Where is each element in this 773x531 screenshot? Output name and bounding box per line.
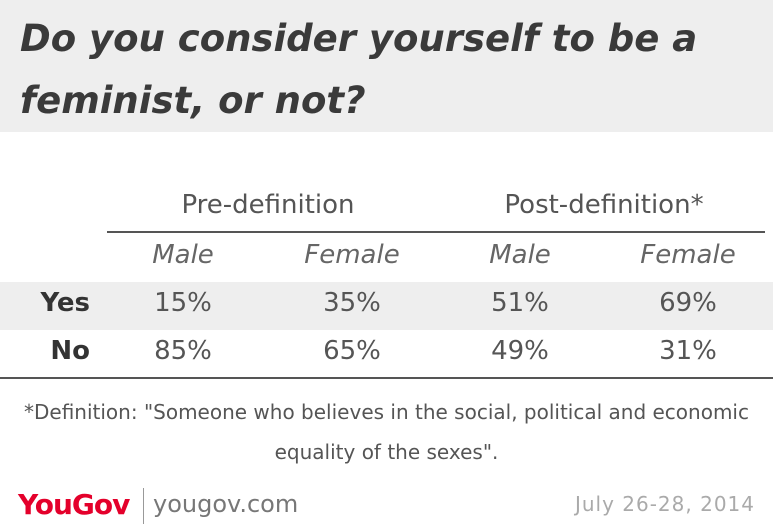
title: Do you consider yourself to be a feminis… (20, 17, 698, 122)
date: July 26-28, 2014 (574, 492, 755, 516)
row-label: No (50, 336, 90, 366)
subheader: Female (304, 240, 400, 270)
cell: 31% (659, 336, 717, 366)
cell: 35% (323, 288, 381, 318)
separator (143, 488, 144, 524)
cell: 15% (154, 288, 212, 318)
footnote: *Definition: "Someone who believes in th… (24, 400, 749, 464)
logo: YouGov (18, 488, 130, 521)
cell: 51% (491, 288, 549, 318)
subheader: Male (489, 240, 551, 270)
url: yougov.com (153, 490, 299, 518)
group-rule (107, 231, 765, 233)
row-band (0, 282, 773, 330)
cell: 49% (491, 336, 549, 366)
title-band (0, 0, 773, 132)
subheader: Male (152, 240, 214, 270)
row-label: Yes (40, 288, 90, 318)
group-header: Post-definition* (504, 190, 704, 220)
cell: 69% (659, 288, 717, 318)
cell: 65% (323, 336, 381, 366)
group-header: Pre-definition (181, 190, 355, 220)
cell: 85% (154, 336, 212, 366)
subheader: Female (640, 240, 736, 270)
bottom-rule (0, 377, 773, 379)
